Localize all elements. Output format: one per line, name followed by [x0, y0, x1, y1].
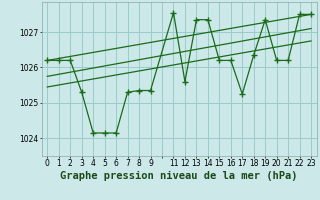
X-axis label: Graphe pression niveau de la mer (hPa): Graphe pression niveau de la mer (hPa) — [60, 171, 298, 181]
